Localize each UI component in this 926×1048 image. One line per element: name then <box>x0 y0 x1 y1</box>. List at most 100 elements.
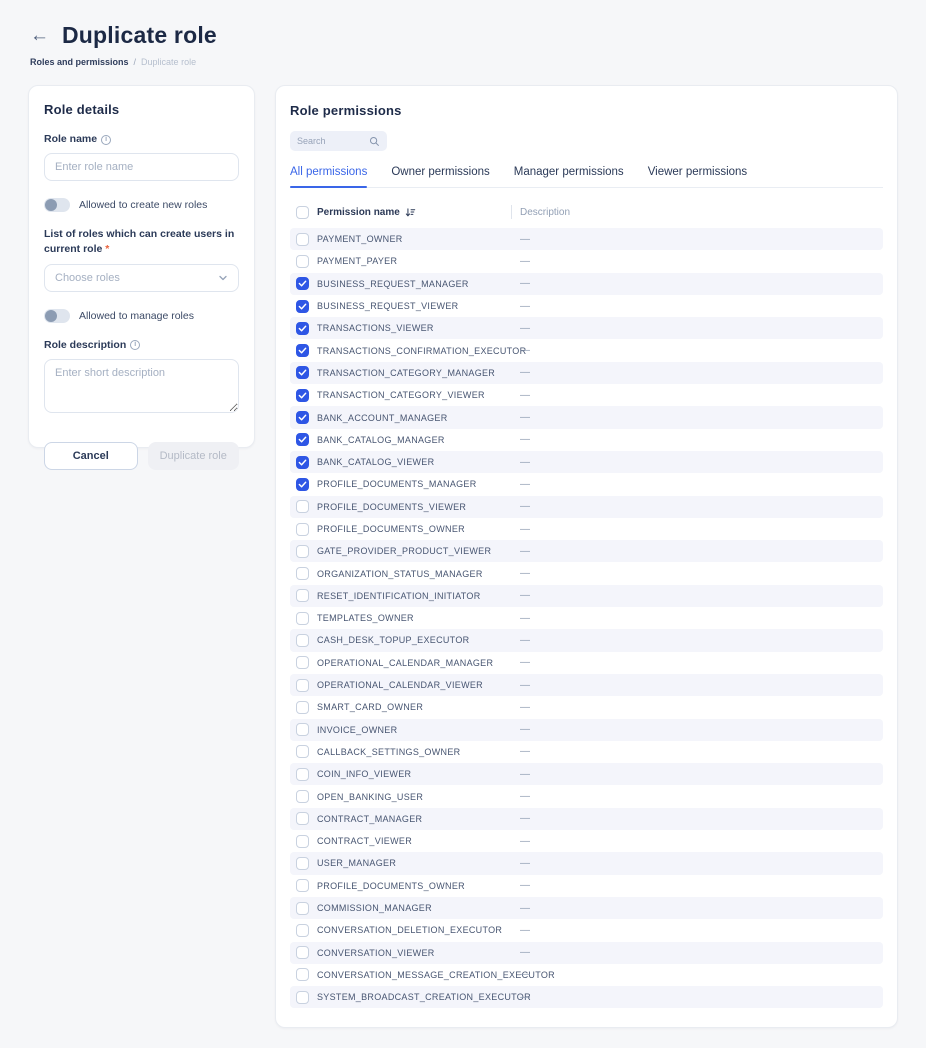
permission-row[interactable]: CONVERSATION_MESSAGE_CREATION_EXECUTOR — <box>290 964 883 986</box>
select-all-checkbox[interactable] <box>296 205 309 219</box>
back-arrow-icon[interactable]: ← <box>30 25 49 46</box>
permission-row[interactable]: CASH_DESK_TOPUP_EXECUTOR — <box>290 629 883 652</box>
permission-checkbox[interactable] <box>296 700 309 714</box>
permission-checkbox[interactable] <box>296 723 309 737</box>
permission-row[interactable]: PAYMENT_PAYER — <box>290 250 883 272</box>
permission-row[interactable]: CONVERSATION_DELETION_EXECUTOR — <box>290 919 883 941</box>
permission-row[interactable]: COIN_INFO_VIEWER — <box>290 763 883 786</box>
permission-row[interactable]: GATE_PROVIDER_PRODUCT_VIEWER — <box>290 540 883 563</box>
permission-row[interactable]: CONTRACT_MANAGER — <box>290 807 883 831</box>
permission-row[interactable]: OPERATIONAL_CALENDAR_MANAGER — <box>290 652 883 674</box>
permission-checkbox[interactable] <box>296 477 309 491</box>
duplicate-role-button[interactable]: Duplicate role <box>147 441 239 470</box>
permission-row[interactable]: CONVERSATION_VIEWER — <box>290 941 883 964</box>
permission-checkbox[interactable] <box>296 232 309 246</box>
permission-row[interactable]: TRANSACTION_CATEGORY_VIEWER — <box>290 384 883 406</box>
permission-row[interactable]: BANK_CATALOG_VIEWER — <box>290 450 883 474</box>
permission-checkbox[interactable] <box>296 968 309 982</box>
permission-checkbox[interactable] <box>296 946 309 960</box>
cancel-button[interactable]: Cancel <box>44 441 138 470</box>
permission-row[interactable]: PROFILE_DOCUMENTS_OWNER — <box>290 875 883 897</box>
permission-row[interactable]: PROFILE_DOCUMENTS_VIEWER — <box>290 495 883 518</box>
permission-row[interactable]: BUSINESS_REQUEST_MANAGER — <box>290 272 883 295</box>
permission-row[interactable]: PROFILE_DOCUMENTS_OWNER — <box>290 518 883 540</box>
permission-row[interactable]: PROFILE_DOCUMENTS_MANAGER — <box>290 473 883 495</box>
permission-checkbox[interactable] <box>296 522 309 536</box>
permission-checkbox[interactable] <box>296 299 309 313</box>
permission-row[interactable]: BUSINESS_REQUEST_VIEWER — <box>290 295 883 317</box>
tab-all-permissions[interactable]: All permissions <box>290 166 368 188</box>
permission-checkbox[interactable] <box>296 611 309 625</box>
permission-row[interactable]: COMMISSION_MANAGER — <box>290 896 883 920</box>
permission-checkbox[interactable] <box>296 678 309 692</box>
permission-checkbox[interactable] <box>296 767 309 781</box>
role-description-textarea[interactable] <box>44 358 239 413</box>
permission-checkbox[interactable] <box>296 901 309 915</box>
permission-row[interactable]: ORGANIZATION_STATUS_MANAGER — <box>290 562 883 584</box>
permission-checkbox[interactable] <box>296 366 309 380</box>
choose-roles-select[interactable]: Choose roles <box>44 263 239 292</box>
permission-checkbox[interactable] <box>296 433 309 447</box>
tab-owner-permissions[interactable]: Owner permissions <box>391 166 490 178</box>
create-roles-toggle[interactable] <box>44 198 70 213</box>
permission-checkbox[interactable] <box>296 923 309 937</box>
permission-checkbox[interactable] <box>296 254 309 268</box>
permission-row[interactable]: USER_MANAGER — <box>290 852 883 875</box>
permissions-search-input[interactable]: Search <box>290 131 387 151</box>
permission-checkbox[interactable] <box>296 856 309 870</box>
permission-row[interactable]: BANK_ACCOUNT_MANAGER — <box>290 406 883 429</box>
permission-description: — <box>520 456 530 468</box>
permission-row[interactable]: BANK_CATALOG_MANAGER — <box>290 429 883 451</box>
permission-description: — <box>520 791 530 803</box>
permission-description: — <box>520 813 530 825</box>
permission-checkbox[interactable] <box>296 411 309 425</box>
permission-checkbox[interactable] <box>296 834 309 848</box>
permission-row[interactable]: INVOICE_OWNER — <box>290 718 883 741</box>
permission-checkbox[interactable] <box>296 812 309 826</box>
permission-row[interactable]: TRANSACTIONS_VIEWER — <box>290 317 883 340</box>
create-roles-toggle-label: Allowed to create new roles <box>79 199 208 212</box>
permission-checkbox[interactable] <box>296 567 309 581</box>
permission-name: TRANSACTION_CATEGORY_VIEWER <box>317 390 485 401</box>
permission-checkbox[interactable] <box>296 321 309 335</box>
permission-description: — <box>520 880 530 892</box>
permission-description: — <box>520 389 530 401</box>
permission-row[interactable]: RESET_IDENTIFICATION_INITIATOR — <box>290 584 883 608</box>
permission-checkbox[interactable] <box>296 277 309 291</box>
permission-name-header[interactable]: Permission name <box>317 206 400 218</box>
sort-icon[interactable] <box>405 207 416 218</box>
tab-viewer-permissions[interactable]: Viewer permissions <box>647 166 748 178</box>
manage-roles-toggle[interactable] <box>44 308 70 323</box>
permission-checkbox[interactable] <box>296 745 309 759</box>
permission-checkbox[interactable] <box>296 633 309 647</box>
permission-checkbox[interactable] <box>296 879 309 893</box>
permission-name: COMMISSION_MANAGER <box>317 903 432 914</box>
permission-checkbox[interactable] <box>296 589 309 603</box>
permission-checkbox[interactable] <box>296 500 309 514</box>
permission-checkbox[interactable] <box>296 790 309 804</box>
permission-row[interactable]: TRANSACTIONS_CONFIRMATION_EXECUTOR — <box>290 339 883 361</box>
role-name-input[interactable] <box>44 153 239 182</box>
permission-checkbox[interactable] <box>296 344 309 358</box>
permission-checkbox[interactable] <box>296 656 309 670</box>
breadcrumb-parent[interactable]: Roles and permissions <box>30 57 129 67</box>
permission-row[interactable]: CONTRACT_VIEWER — <box>290 830 883 852</box>
permission-row[interactable]: TRANSACTION_CATEGORY_MANAGER — <box>290 361 883 385</box>
permission-name: INVOICE_OWNER <box>317 724 398 735</box>
permission-row[interactable]: OPERATIONAL_CALENDAR_VIEWER — <box>290 673 883 697</box>
permission-checkbox[interactable] <box>296 388 309 402</box>
permission-row[interactable]: OPEN_BANKING_USER — <box>290 785 883 807</box>
permission-checkbox[interactable] <box>296 990 309 1004</box>
permission-checkbox[interactable] <box>296 455 309 469</box>
check-icon <box>298 481 307 488</box>
permission-checkbox[interactable] <box>296 544 309 558</box>
form-actions: Cancel Duplicate role <box>44 441 239 470</box>
permission-row[interactable]: SMART_CARD_OWNER — <box>290 696 883 718</box>
permission-name: PROFILE_DOCUMENTS_OWNER <box>317 524 465 534</box>
permission-row[interactable]: SYSTEM_BROADCAST_CREATION_EXECUTOR — <box>290 986 883 1009</box>
permission-row[interactable]: TEMPLATES_OWNER — <box>290 607 883 629</box>
permission-row[interactable]: PAYMENT_OWNER — <box>290 228 883 251</box>
tab-manager-permissions[interactable]: Manager permissions <box>513 166 624 178</box>
permission-row[interactable]: CALLBACK_SETTINGS_OWNER — <box>290 741 883 763</box>
permissions-rows: PAYMENT_OWNER — PAYMENT_PAYER — BUSINESS… <box>290 228 883 1009</box>
